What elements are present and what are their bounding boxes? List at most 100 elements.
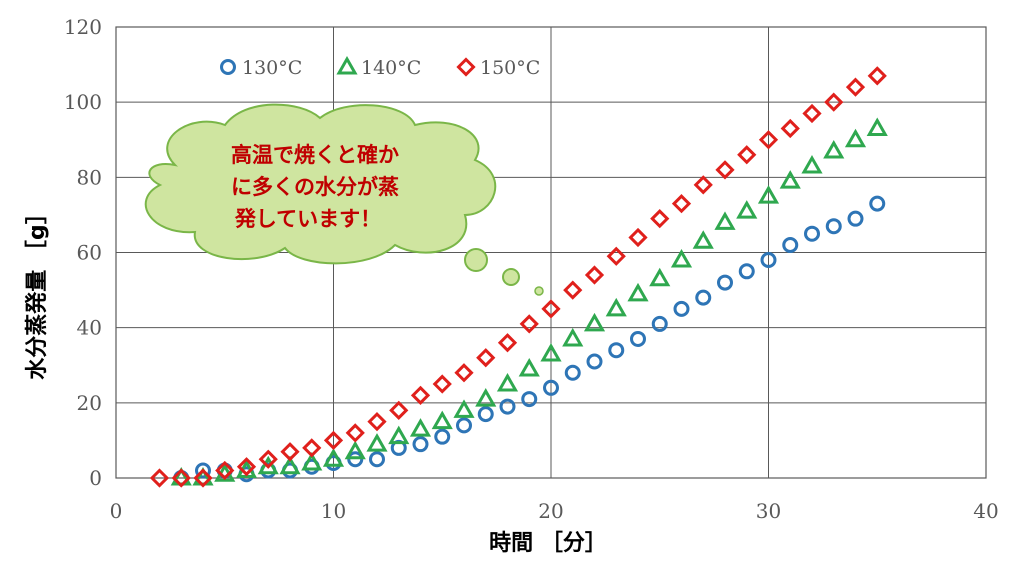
- point-circle: [782, 236, 799, 253]
- point-triangle: [649, 267, 671, 287]
- point-diamond: [867, 66, 887, 86]
- point-diamond: [584, 265, 605, 285]
- point-circle: [477, 406, 494, 423]
- point-diamond: [737, 145, 757, 165]
- annotation-bubble: 高温で焼くと確か に多くの水分が蒸 発しています！: [144, 103, 544, 296]
- point-circle: [412, 436, 429, 453]
- y-tick-labels: 0 20 40 60 80 100 120: [64, 15, 102, 490]
- point-circle: [695, 289, 712, 306]
- point-triangle: [475, 388, 497, 407]
- point-diamond: [323, 430, 344, 451]
- point-triangle: [540, 342, 562, 362]
- thought-dot-large: [464, 248, 488, 272]
- legend-marker-circle: [220, 59, 236, 75]
- legend-label: 140°C: [361, 57, 421, 79]
- point-diamond: [280, 442, 300, 462]
- point-triangle: [453, 399, 475, 418]
- point-triangle: [257, 455, 279, 475]
- point-diamond: [258, 449, 278, 469]
- series-triangle: [170, 117, 888, 486]
- point-circle: [434, 428, 451, 445]
- x-tick-labels: 0 10 20 30 40: [110, 499, 999, 523]
- point-circle: [869, 195, 886, 212]
- point-triangle: [692, 230, 714, 249]
- point-diamond: [780, 118, 800, 139]
- y-tick-label: 80: [77, 165, 102, 189]
- point-diamond: [650, 209, 670, 229]
- cloud-shape: [144, 103, 497, 265]
- point-triangle: [562, 327, 584, 347]
- annotation-line-3: 発しています！: [234, 207, 381, 231]
- point-circle: [369, 451, 385, 468]
- point-triangle: [736, 200, 758, 219]
- y-tick-label: 100: [64, 90, 102, 114]
- point-triangle: [279, 455, 301, 475]
- point-circle: [717, 274, 733, 291]
- point-circle: [347, 451, 364, 468]
- plot-frame: [115, 26, 987, 479]
- y-axis-title: 水分蒸発量 ［g］: [24, 202, 50, 379]
- point-triangle: [344, 440, 366, 460]
- point-diamond: [497, 333, 518, 353]
- annotation-line-2: に多くの水分が蒸: [231, 175, 399, 199]
- point-diamond: [563, 280, 583, 300]
- point-circle: [456, 417, 472, 434]
- point-circle: [564, 364, 581, 381]
- point-diamond: [758, 130, 779, 150]
- point-diamond: [606, 246, 626, 266]
- legend-label: 150°C: [480, 57, 540, 79]
- y-tick-label: 0: [89, 466, 102, 490]
- point-diamond: [171, 468, 191, 488]
- point-diamond: [302, 438, 322, 458]
- point-triangle: [779, 170, 801, 189]
- point-diamond: [541, 299, 561, 319]
- annotation-line-1: 高温で焼くと確か: [231, 143, 399, 167]
- point-diamond: [432, 374, 452, 394]
- point-triangle: [496, 373, 519, 392]
- point-triangle: [866, 117, 888, 136]
- point-diamond: [824, 92, 844, 112]
- point-diamond: [476, 348, 496, 368]
- point-circle: [543, 379, 559, 396]
- point-triangle: [801, 155, 823, 174]
- thought-dot-medium: [502, 268, 520, 286]
- point-circle: [760, 252, 777, 269]
- point-circle: [608, 342, 625, 359]
- legend: 130°C 140°C 150°C: [220, 55, 540, 79]
- point-triangle: [583, 312, 606, 332]
- point-circle: [673, 300, 690, 317]
- point-circle: [825, 218, 842, 235]
- legend-marker-triangle: [336, 55, 358, 75]
- point-diamond: [845, 77, 866, 97]
- thought-dot-small: [534, 286, 544, 296]
- x-axis-title: 時間 ［分］: [489, 530, 607, 556]
- point-diamond: [628, 227, 648, 248]
- point-triangle: [823, 140, 845, 159]
- point-circle: [499, 398, 516, 415]
- point-circle: [195, 462, 211, 479]
- point-diamond: [389, 400, 409, 420]
- y-tick-label: 20: [77, 391, 102, 415]
- point-diamond: [715, 160, 735, 180]
- x-tick-label: 0: [110, 499, 123, 523]
- point-diamond: [193, 468, 213, 488]
- point-diamond: [236, 457, 257, 477]
- point-triangle: [431, 410, 453, 430]
- point-diamond: [671, 194, 692, 214]
- point-triangle: [409, 418, 432, 437]
- point-triangle: [605, 297, 627, 317]
- series-diamond: [149, 66, 887, 488]
- point-triangle: [714, 211, 736, 230]
- point-diamond: [519, 314, 539, 334]
- point-diamond: [367, 412, 387, 432]
- point-triangle: [757, 185, 780, 204]
- point-diamond: [802, 103, 822, 124]
- y-tick-label: 60: [77, 241, 102, 265]
- point-circle: [586, 353, 603, 370]
- point-diamond: [410, 385, 431, 405]
- point-triangle: [844, 128, 867, 148]
- point-diamond: [454, 363, 474, 383]
- legend-marker-diamond: [456, 57, 476, 77]
- point-triangle: [627, 282, 649, 302]
